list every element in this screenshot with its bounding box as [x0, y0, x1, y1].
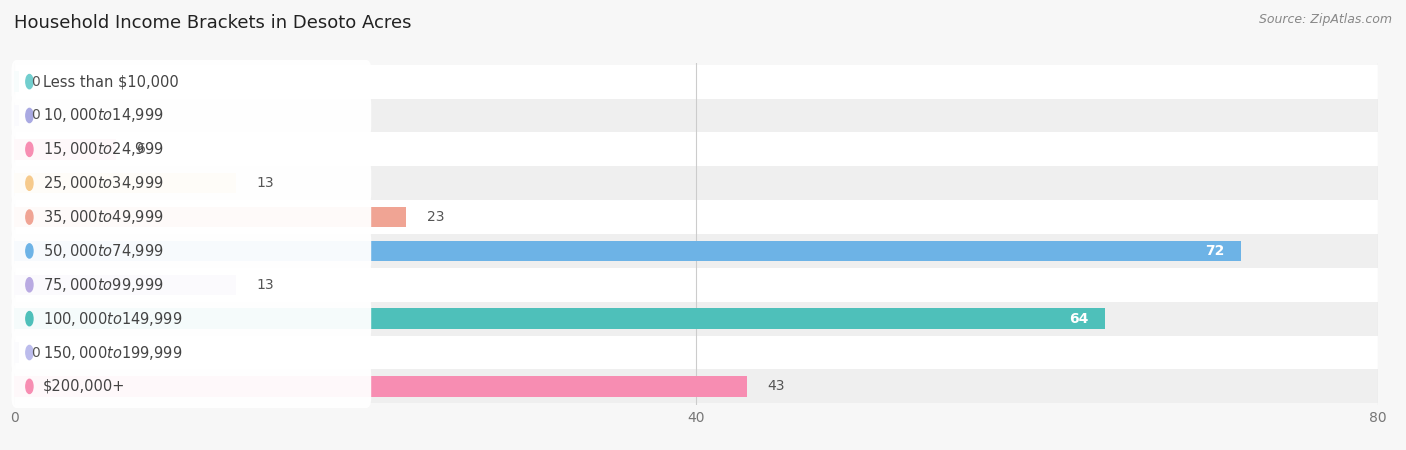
Text: 23: 23 [426, 210, 444, 224]
Bar [14, 234, 1378, 268]
Circle shape [25, 311, 32, 326]
FancyBboxPatch shape [11, 128, 371, 171]
Bar [14, 309, 1105, 329]
Circle shape [25, 176, 32, 190]
Text: 0: 0 [31, 75, 39, 89]
FancyBboxPatch shape [11, 229, 371, 273]
FancyBboxPatch shape [11, 331, 371, 374]
Text: $100,000 to $149,999: $100,000 to $149,999 [44, 310, 183, 328]
Bar [14, 200, 1378, 234]
Bar [14, 105, 20, 126]
FancyBboxPatch shape [11, 94, 371, 137]
FancyBboxPatch shape [11, 297, 371, 340]
Bar [14, 274, 236, 295]
Text: 43: 43 [768, 379, 785, 393]
Text: $150,000 to $199,999: $150,000 to $199,999 [44, 343, 183, 361]
Text: Less than $10,000: Less than $10,000 [44, 74, 179, 89]
Circle shape [25, 379, 32, 393]
Bar [14, 302, 1378, 336]
Text: 13: 13 [256, 278, 274, 292]
Circle shape [25, 346, 32, 360]
FancyBboxPatch shape [11, 60, 371, 104]
Text: Household Income Brackets in Desoto Acres: Household Income Brackets in Desoto Acre… [14, 14, 412, 32]
Circle shape [25, 142, 32, 157]
FancyBboxPatch shape [11, 263, 371, 306]
Bar [14, 166, 1378, 200]
Text: 72: 72 [1205, 244, 1225, 258]
Bar [14, 65, 1378, 99]
Bar [14, 99, 1378, 132]
Text: 6: 6 [136, 142, 146, 156]
Text: $50,000 to $74,999: $50,000 to $74,999 [44, 242, 165, 260]
Text: $10,000 to $14,999: $10,000 to $14,999 [44, 107, 165, 125]
Bar [14, 336, 1378, 369]
Circle shape [25, 244, 32, 258]
Bar [14, 139, 117, 159]
Text: $15,000 to $24,999: $15,000 to $24,999 [44, 140, 165, 158]
Bar [14, 173, 236, 194]
FancyBboxPatch shape [11, 364, 371, 408]
Text: $200,000+: $200,000+ [44, 379, 125, 394]
Circle shape [25, 108, 32, 122]
Text: $35,000 to $49,999: $35,000 to $49,999 [44, 208, 165, 226]
Text: 64: 64 [1069, 312, 1088, 326]
Text: $25,000 to $34,999: $25,000 to $34,999 [44, 174, 165, 192]
Text: Source: ZipAtlas.com: Source: ZipAtlas.com [1258, 14, 1392, 27]
Bar [14, 241, 1241, 261]
Circle shape [25, 210, 32, 224]
Bar [14, 268, 1378, 302]
Text: 0: 0 [31, 108, 39, 122]
Bar [14, 72, 20, 92]
Bar [14, 207, 406, 227]
FancyBboxPatch shape [11, 195, 371, 239]
Bar [14, 342, 20, 363]
Text: 0: 0 [31, 346, 39, 360]
Bar [14, 376, 747, 396]
Text: 13: 13 [256, 176, 274, 190]
Bar [14, 369, 1378, 403]
Circle shape [25, 75, 32, 89]
Bar [14, 132, 1378, 166]
FancyBboxPatch shape [11, 162, 371, 205]
Text: $75,000 to $99,999: $75,000 to $99,999 [44, 276, 165, 294]
Circle shape [25, 278, 32, 292]
